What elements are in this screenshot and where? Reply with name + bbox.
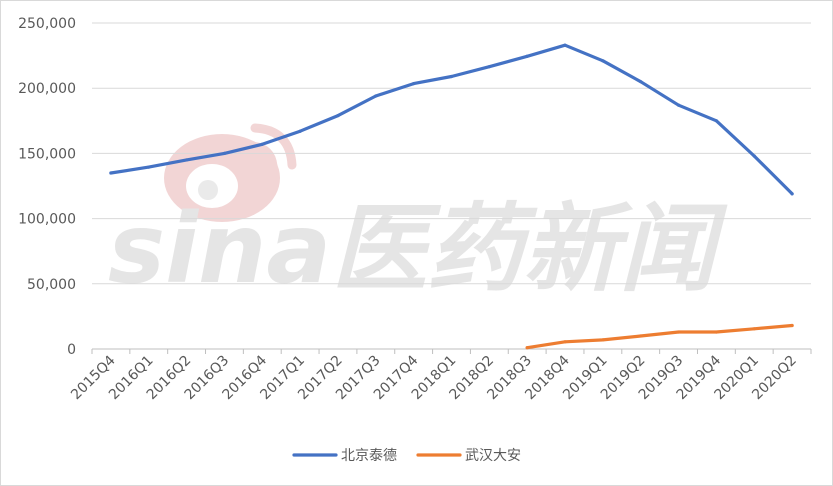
y-tick-label: 250,000 xyxy=(18,16,76,32)
data-point xyxy=(185,158,189,162)
data-point xyxy=(714,119,718,123)
data-point xyxy=(639,80,643,84)
sina-watermark: sina医药新闻 xyxy=(108,123,728,305)
data-point xyxy=(601,59,605,63)
y-tick-label: 150,000 xyxy=(18,146,76,162)
data-point xyxy=(790,323,794,328)
data-point xyxy=(525,54,529,58)
y-axis-tick-labels: 0 50,000 100,000 150,000 200,000 250,000 xyxy=(18,16,76,358)
data-point xyxy=(336,113,340,118)
data-point xyxy=(676,103,681,107)
data-point xyxy=(374,94,378,98)
gridlines xyxy=(92,22,811,350)
data-point xyxy=(525,346,529,350)
series-layer xyxy=(109,43,794,350)
data-point xyxy=(109,171,113,175)
data-point xyxy=(752,154,756,158)
watermark-text: sina医药新闻 xyxy=(108,193,728,305)
series-line-2 xyxy=(525,323,794,350)
data-point xyxy=(412,82,416,86)
data-point xyxy=(790,192,794,196)
y-tick-label: 0 xyxy=(67,342,76,358)
y-tick-label: 50,000 xyxy=(27,277,76,293)
data-point xyxy=(676,330,681,334)
y-tick-label: 100,000 xyxy=(18,212,76,228)
data-point xyxy=(222,151,227,155)
data-point xyxy=(752,327,756,331)
data-point xyxy=(714,330,718,334)
data-point xyxy=(449,74,454,79)
data-point xyxy=(601,338,605,342)
data-point xyxy=(563,340,567,344)
y-tick-label: 200,000 xyxy=(18,81,76,97)
data-point xyxy=(639,334,643,338)
legend-label: 北京泰德 xyxy=(341,448,397,464)
data-point xyxy=(563,43,567,47)
data-point xyxy=(298,129,302,133)
legend-label: 武汉大安 xyxy=(465,448,521,464)
legend: 北京泰德 武汉大安 xyxy=(292,448,521,464)
x-axis-tick-labels: 2015Q42016Q12016Q22016Q32016Q42017Q12017… xyxy=(68,349,812,403)
data-point xyxy=(260,142,264,146)
data-point xyxy=(487,65,491,69)
data-point xyxy=(147,165,151,169)
